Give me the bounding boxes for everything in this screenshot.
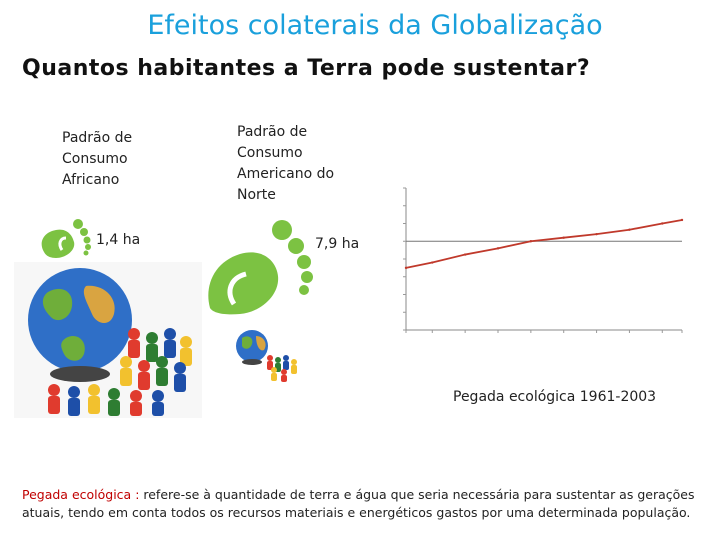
ecological-footprint-chart: [403, 187, 684, 333]
globe-with-pawns-small: [236, 330, 297, 382]
north-american-consumption-label: Padrão de Consumo Americano do Norte: [237, 124, 335, 203]
chart-data-point: [562, 236, 565, 239]
african-footprint-icon: [41, 219, 91, 258]
north-american-footprint-icon: [208, 220, 313, 315]
chart-series-line: [405, 219, 683, 269]
african-hectares: 1,4 ha: [96, 232, 141, 248]
chart-data-point: [529, 240, 533, 243]
pawns-group: [48, 328, 192, 416]
footnote-definition: refere-se à quantidade de terra e água q…: [22, 487, 695, 520]
chart-data-point: [431, 261, 434, 264]
north-american-hectares: 7,9 ha: [315, 236, 360, 252]
chart-data-point: [463, 253, 467, 256]
chart-data-point: [404, 266, 408, 270]
slide-title: Efeitos colaterais da Globalização: [147, 10, 603, 41]
chart-data-point: [661, 222, 664, 225]
globe-with-pawns-large: [14, 262, 202, 418]
chart-data-point: [496, 247, 500, 250]
footnote: Pegada ecológica : refere-se à quantidad…: [22, 486, 712, 522]
slide-subtitle: Quantos habitantes a Terra pode sustenta…: [22, 56, 591, 81]
chart-data-point: [680, 218, 684, 222]
african-consumption-label: Padrão de Consumo Africano: [62, 130, 133, 188]
chart-data-point: [595, 232, 598, 236]
chart-caption: Pegada ecológica 1961-2003: [453, 389, 657, 405]
footnote-term: Pegada ecológica :: [22, 487, 140, 502]
chart-data-point: [628, 228, 631, 231]
